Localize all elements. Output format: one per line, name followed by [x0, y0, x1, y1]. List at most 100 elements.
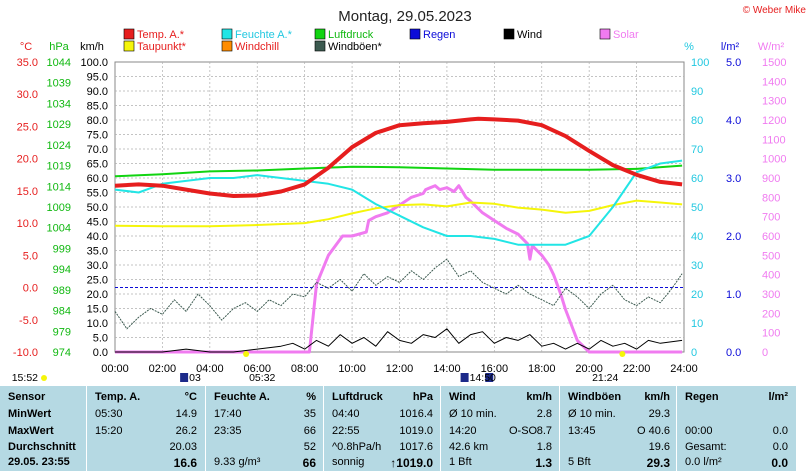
wind-tick-label: 55.0: [87, 188, 108, 200]
solar-tick-label: 500: [762, 250, 780, 262]
solar-tick-label: 100: [762, 328, 780, 340]
cell-value: 52: [303, 441, 316, 453]
cell-left: 00:00: [685, 425, 713, 437]
solar-tick-label: 1300: [762, 96, 786, 108]
cell-value: 8.7: [536, 425, 552, 437]
pressure-tick-label: 979: [53, 326, 71, 338]
humidity-tick-label: 70: [691, 144, 703, 156]
x-tick-label: 10:00: [338, 363, 366, 375]
legend-label: Feuchte A.*: [235, 29, 293, 41]
rain-tick-label: 0.0: [726, 347, 741, 359]
temp-tick-label: 35.0: [17, 57, 38, 69]
legend-swatch: [409, 28, 421, 40]
legend-swatch: [314, 40, 326, 52]
cell-value: 1017.6: [399, 441, 433, 453]
wind-tick-label: 15.0: [87, 304, 108, 316]
x-tick-label: 06:00: [243, 363, 271, 375]
rain-tick-label: 2.0: [726, 231, 741, 243]
legend-swatch: [221, 40, 233, 52]
legend-swatch: [503, 28, 515, 40]
pressure-tick-label: 1019: [47, 161, 71, 173]
section-header: Feuchte A.: [214, 391, 270, 403]
temp-tick-label: -10.0: [13, 347, 38, 359]
pressure-tick-label: 1044: [47, 57, 71, 69]
cell-left: Ø 10 min.: [449, 408, 497, 420]
moonrise-icon: [485, 373, 494, 382]
solar-tick-label: 200: [762, 308, 780, 320]
axis-unit-pressure: hPa: [49, 41, 69, 53]
statistics-table: Sensor MinWert MaxWert Durchschnitt 29.05. 2…: [0, 386, 796, 471]
sunrise-marker: [243, 351, 250, 357]
table-section: Wind km/h Ø 10 min. 2.8 14:20 O-SO 8.7 42.6 km 1…: [440, 386, 558, 471]
cell-left: 1 Bft: [449, 456, 472, 468]
pressure-tick-label: 994: [53, 264, 71, 276]
moon-transit-icon: [460, 373, 469, 382]
x-tick-label: 24:00: [670, 363, 698, 375]
wind-tick-label: 80.0: [87, 115, 108, 127]
section-header: Regen: [685, 391, 719, 403]
series-line-feuchte-a-: [114, 159, 683, 246]
series-line-wind: [115, 328, 683, 353]
legend-label: Regen: [423, 29, 455, 41]
cell-value: 26.2: [175, 425, 197, 437]
temp-tick-label: -5.0: [19, 315, 38, 327]
legend-swatch: [123, 40, 135, 52]
axis-unit-temp: °C: [20, 41, 32, 53]
legend-label: Windböen*: [328, 41, 383, 53]
series-line-luftdruck: [114, 164, 683, 178]
solar-tick-label: 1200: [762, 115, 786, 127]
wind-tick-label: 85.0: [87, 101, 108, 113]
wind-tick-label: 10.0: [87, 318, 108, 330]
wind-tick-label: 70.0: [87, 144, 108, 156]
temp-tick-label: 25.0: [17, 121, 38, 133]
solar-tick-label: 1400: [762, 76, 786, 88]
table-section: Feuchte A.% 17:40 35 23:35 66 52 9.33 g/m³ 66: [205, 386, 322, 471]
table-row-label: MinWert: [8, 408, 52, 420]
solar-tick-label: 900: [762, 173, 780, 185]
cell-value: ↑1019.0: [390, 456, 433, 470]
legend-swatch: [599, 28, 611, 40]
x-tick-label: 12:00: [386, 363, 414, 375]
cell-left: 5 Bft: [568, 456, 591, 468]
series-line-taupunkt-: [114, 199, 683, 228]
section-unit: l/m²: [768, 391, 788, 403]
table-row-label: MaxWert: [8, 425, 54, 437]
temp-tick-label: 15.0: [17, 186, 38, 198]
x-tick-label: 04:00: [196, 363, 224, 375]
humidity-tick-label: 50: [691, 202, 703, 214]
humidity-tick-label: 60: [691, 173, 703, 185]
x-tick-label: 08:00: [291, 363, 319, 375]
humidity-tick-label: 30: [691, 260, 703, 272]
wind-tick-label: 65.0: [87, 159, 108, 171]
wind-tick-label: 45.0: [87, 217, 108, 229]
axis-unit-humidity: %: [684, 41, 694, 53]
humidity-tick-label: 10: [691, 318, 703, 330]
legend-swatch: [314, 28, 326, 40]
event-time-moonrise: 15:52: [12, 372, 38, 384]
wind-tick-label: 100.0: [80, 57, 108, 69]
wind-tick-label: 0.0: [93, 347, 108, 359]
table-section: Regen l/m² 00:00 0.0 Gesamt: 0.0 0.0 l/m² 0.0: [676, 386, 794, 471]
table-row-label: Sensor: [8, 391, 46, 403]
rain-tick-label: 3.0: [726, 173, 741, 185]
solar-tick-label: 1100: [762, 134, 786, 146]
cell-left: 22:55: [332, 425, 360, 437]
cell-value: 66: [303, 425, 316, 437]
cell-value: 1016.4: [399, 408, 433, 420]
rain-tick-label: 5.0: [726, 57, 741, 69]
series-line-windböen-: [114, 258, 683, 330]
cell-value: 2.8: [536, 408, 552, 420]
humidity-tick-label: 0: [691, 347, 697, 359]
section-unit: %: [306, 391, 316, 403]
cell-value: 0.0: [772, 441, 788, 453]
pressure-tick-label: 1014: [47, 181, 71, 193]
solar-tick-label: 400: [762, 270, 780, 282]
cell-left: 23:35: [214, 425, 242, 437]
temp-tick-label: 5.0: [23, 250, 38, 262]
legend-label: Solar: [613, 29, 639, 41]
event-time-sunset: 21:24: [592, 372, 618, 384]
cell-left: 42.6 km: [449, 441, 489, 453]
cell-left: 17:40: [214, 408, 242, 420]
x-tick-label: 16:00: [481, 363, 509, 375]
table-section: Temp. A. °C 05:30 14.9 15:20 26.2 20.03 16.6: [86, 386, 203, 471]
